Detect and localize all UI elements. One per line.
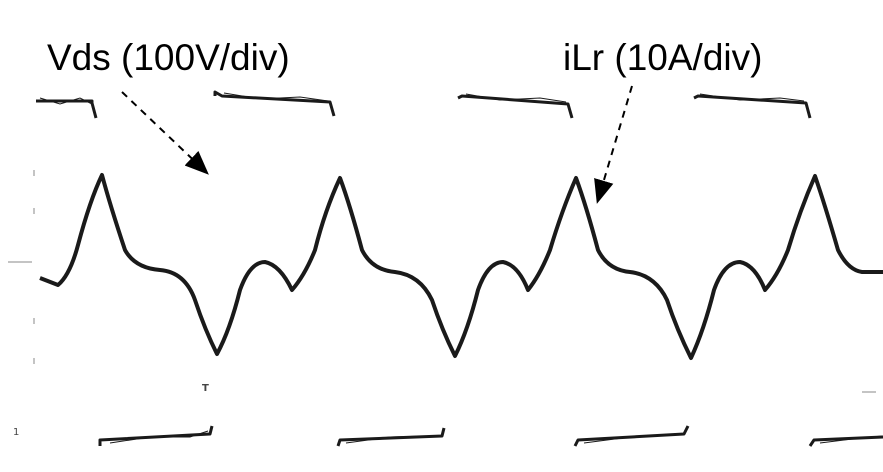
ilr-trace [39,173,883,360]
ilr-arrow [594,85,633,204]
ilr-scale-label: iLr (10A/div) [563,37,763,78]
vds-scale-label: Vds (100V/div) [47,37,290,78]
vds-arrow [121,91,209,175]
scope-edge-dots [8,170,876,393]
trigger-marker: T [202,383,209,394]
vds-noise [39,92,883,444]
channel-1-marker: 1 [13,427,20,438]
